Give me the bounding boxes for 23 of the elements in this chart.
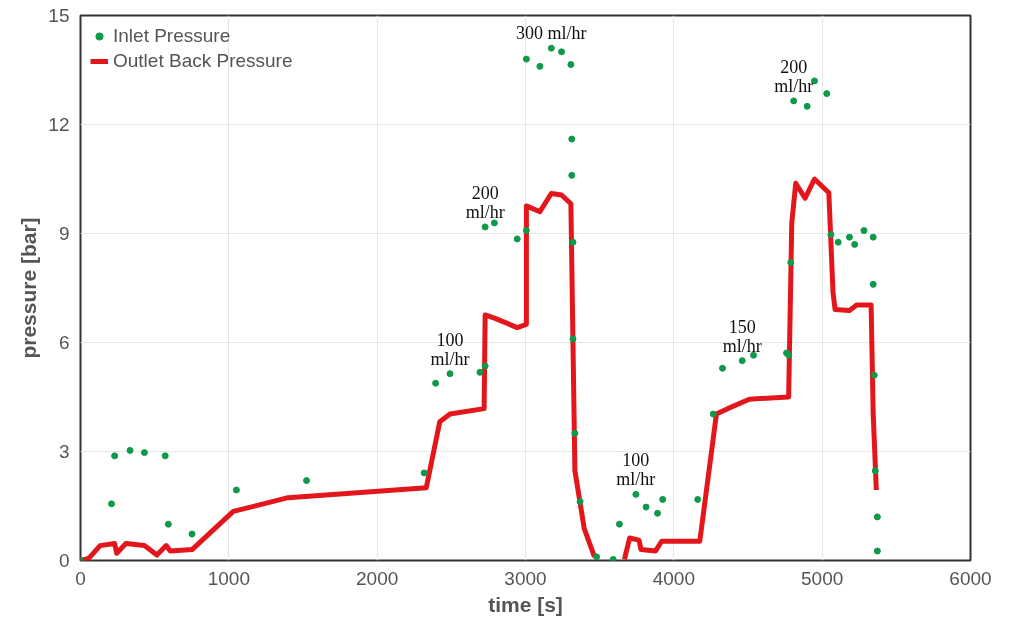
- x-tick-label: 2000: [356, 567, 399, 589]
- y-tick-label: 0: [58, 550, 70, 571]
- legend-label: Outlet Back Pressure: [113, 50, 293, 72]
- x-tick-label: 1000: [207, 567, 250, 589]
- x-tick-label: 5000: [801, 567, 844, 589]
- annotation: 100 ml/hr: [430, 329, 470, 369]
- x-tick-label: 6000: [949, 567, 992, 589]
- legend-label: Inlet Pressure: [113, 25, 231, 47]
- annotation: 150 ml/hr: [722, 316, 762, 356]
- y-tick-label: 9: [58, 223, 70, 244]
- y-tick-label: 6: [58, 332, 70, 353]
- annotation: 100 ml/hr: [616, 450, 656, 490]
- x-axis-title: time [s]: [488, 592, 563, 616]
- x-tick-label: 4000: [652, 567, 695, 589]
- y-tick-label: 15: [48, 5, 70, 26]
- annotation: 200 ml/hr: [465, 182, 505, 222]
- annotation: 300 ml/hr: [516, 23, 587, 44]
- annotation: 200 ml/hr: [774, 56, 814, 96]
- x-tick-label: 0: [75, 567, 86, 589]
- x-tick-label: 3000: [504, 567, 547, 589]
- y-tick-label: 12: [48, 114, 70, 135]
- y-axis-title: pressure [bar]: [17, 217, 41, 359]
- y-tick-label: 3: [58, 441, 70, 462]
